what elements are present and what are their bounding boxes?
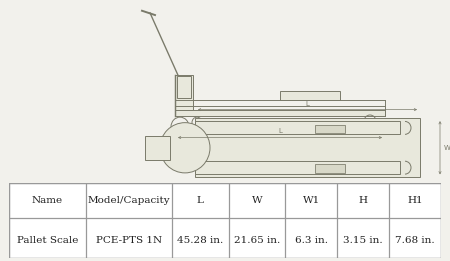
Text: H: H [359, 195, 368, 205]
Text: W1: W1 [303, 195, 320, 205]
Bar [315, 125, 345, 133]
Bar [280, 91, 340, 100]
Bar [195, 121, 400, 134]
Text: W: W [252, 195, 262, 205]
Text: 3.15 in.: 3.15 in. [343, 236, 383, 246]
Text: L: L [306, 102, 310, 108]
Text: PCE-PTS 1N: PCE-PTS 1N [96, 236, 162, 246]
Text: Name: Name [32, 195, 63, 205]
Text: H1: H1 [407, 195, 423, 205]
Bar [175, 75, 193, 110]
Bar [195, 118, 420, 177]
Text: Pallet Scale: Pallet Scale [17, 236, 78, 246]
Bar [175, 110, 385, 116]
Text: Model/Capacity: Model/Capacity [87, 195, 170, 205]
Bar [315, 164, 345, 173]
Bar [177, 76, 191, 98]
Text: W: W [444, 145, 450, 151]
Text: 7.68 in.: 7.68 in. [395, 236, 435, 246]
Text: L: L [197, 195, 204, 205]
Bar [145, 136, 170, 159]
Text: 45.28 in.: 45.28 in. [177, 236, 224, 246]
Text: L: L [278, 128, 282, 134]
Text: 21.65 in.: 21.65 in. [234, 236, 280, 246]
Ellipse shape [160, 123, 210, 173]
Text: 6.3 in.: 6.3 in. [295, 236, 328, 246]
Bar [195, 161, 400, 174]
